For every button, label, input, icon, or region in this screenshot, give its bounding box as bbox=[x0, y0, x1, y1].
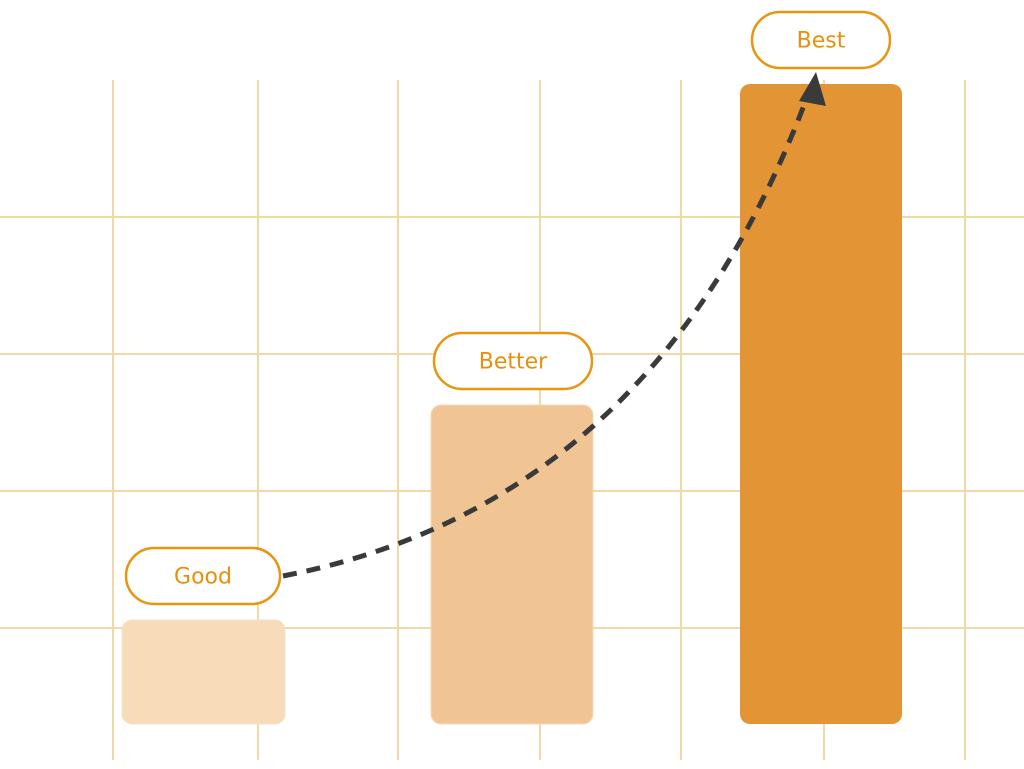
label-best: Best bbox=[750, 10, 892, 70]
label-pill bbox=[750, 10, 892, 70]
label-good: Good bbox=[124, 546, 282, 606]
label-text: Best bbox=[797, 29, 846, 54]
arrow-head bbox=[799, 72, 826, 106]
label-pill bbox=[432, 331, 594, 391]
trend-arrow bbox=[282, 99, 809, 579]
bar-good bbox=[121, 619, 286, 725]
label-better: Better bbox=[432, 331, 594, 391]
label-pill bbox=[124, 546, 282, 606]
label-text: Good bbox=[174, 565, 232, 590]
bar-better bbox=[430, 404, 594, 725]
bar-best bbox=[740, 84, 902, 724]
label-text: Better bbox=[479, 350, 548, 375]
